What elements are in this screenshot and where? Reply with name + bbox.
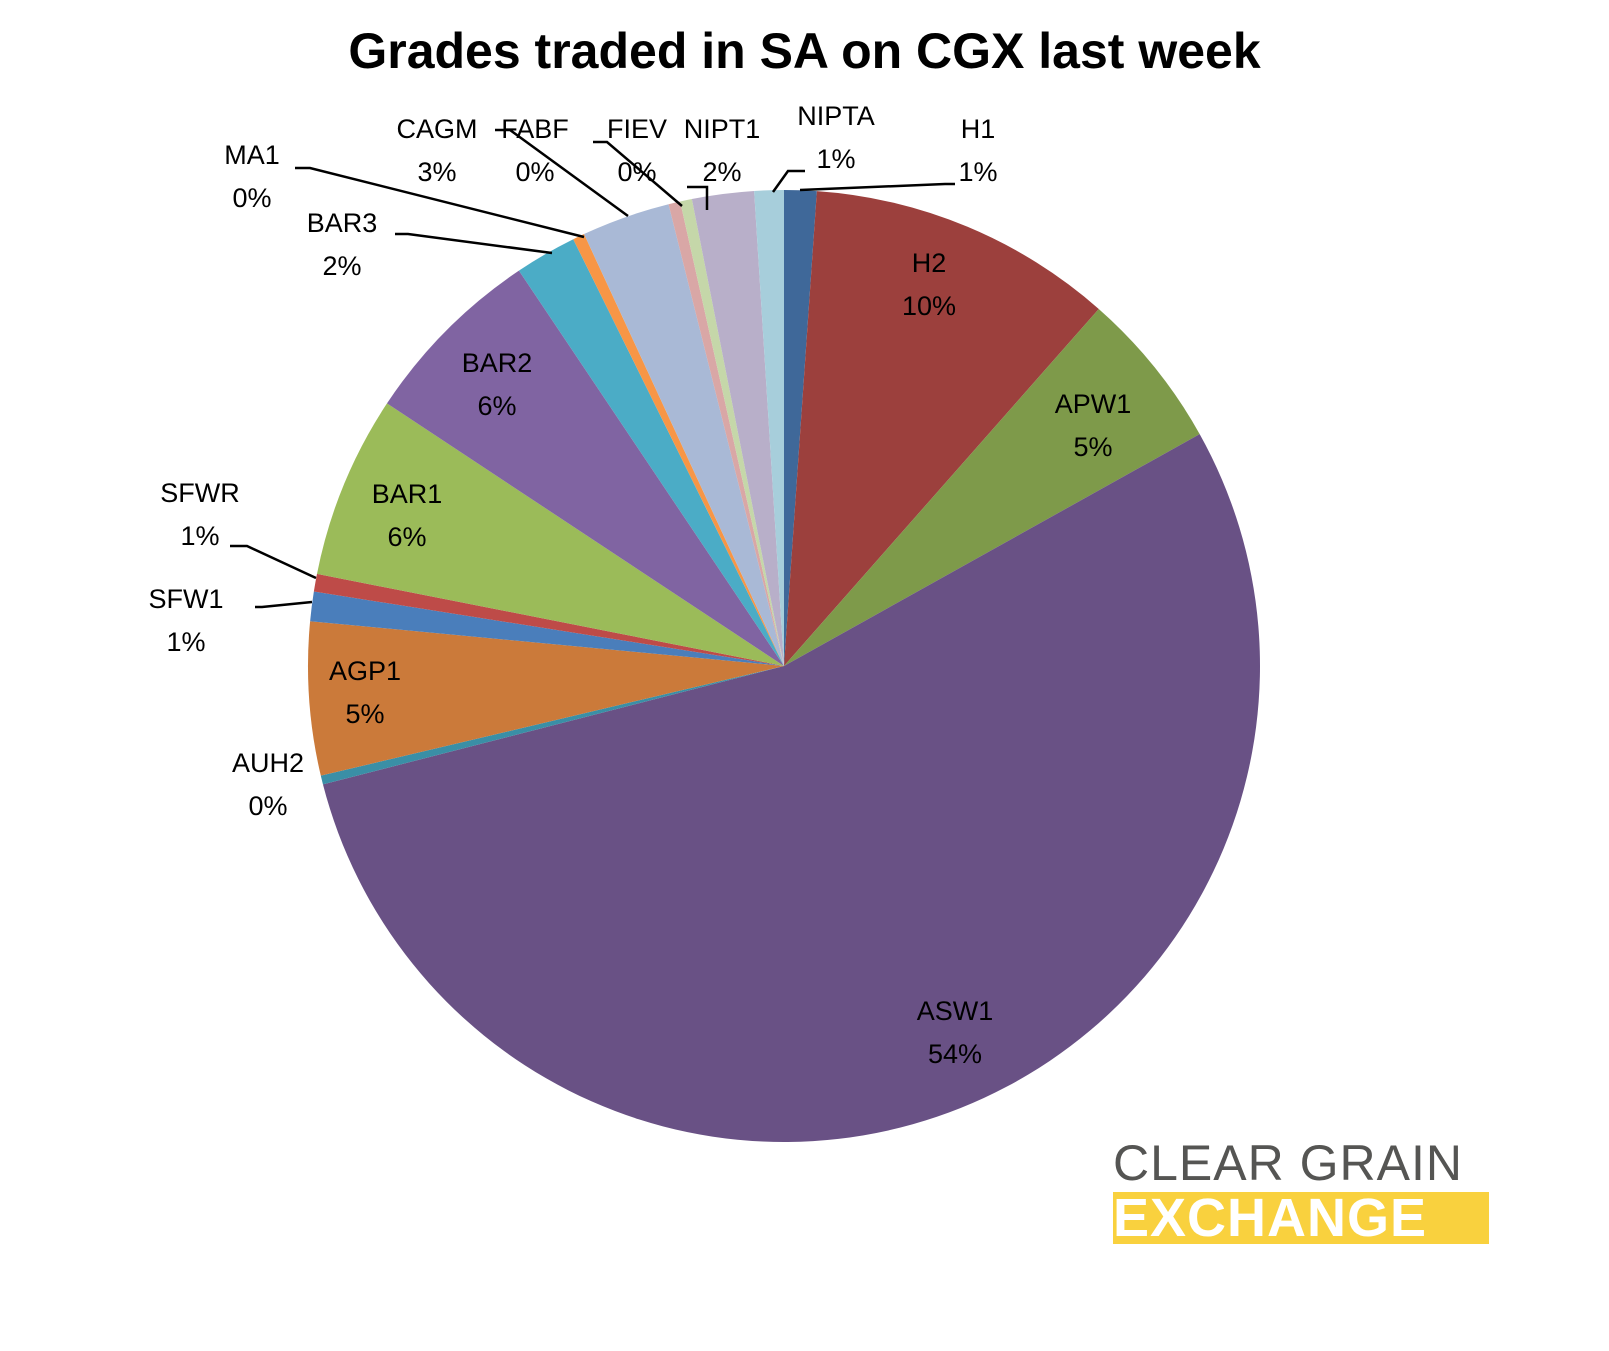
pie-slice-nipta bbox=[754, 190, 784, 666]
pie-slice-sfw1 bbox=[310, 591, 784, 666]
pie-slice-sfwr bbox=[313, 573, 784, 666]
pie-slice-agp1 bbox=[308, 621, 784, 776]
chart-title: Grades traded in SA on CGX last week bbox=[348, 23, 1261, 79]
data-label-name-nipt1: NIPT1 bbox=[684, 114, 761, 144]
data-label-name-sfwr: SFWR bbox=[160, 478, 239, 508]
leader-line-cagm bbox=[495, 128, 629, 218]
data-label-name-h2: H2 bbox=[912, 248, 947, 278]
data-label-percent-sfw1: 1% bbox=[166, 627, 205, 657]
pie-slice-bar3 bbox=[518, 239, 784, 667]
logo-line2: EXCHANGE bbox=[1113, 1192, 1489, 1244]
data-label-percent-bar1: 6% bbox=[387, 522, 426, 552]
data-label-name-auh2: AUH2 bbox=[232, 748, 304, 778]
data-label-percent-cagm: 3% bbox=[417, 157, 456, 187]
data-label-name-bar2: BAR2 bbox=[462, 348, 533, 378]
leader-line-h1 bbox=[799, 182, 955, 192]
data-label-percent-fiev: 0% bbox=[617, 157, 656, 187]
leader-line-fiev bbox=[687, 185, 709, 210]
data-label-name-asw1: ASW1 bbox=[917, 996, 994, 1026]
data-label-name-cagm: CAGM bbox=[397, 114, 478, 144]
data-label-percent-h2: 10% bbox=[902, 291, 956, 321]
data-label-percent-ma1: 0% bbox=[232, 183, 271, 213]
pie-slice-fiev bbox=[680, 199, 784, 666]
leader-line-fabf bbox=[593, 140, 683, 207]
clear-grain-exchange-logo: CLEAR GRAIN EXCHANGE bbox=[1113, 1138, 1489, 1244]
data-label-name-fiev: FIEV bbox=[607, 114, 667, 144]
pie-slice-bar2 bbox=[386, 270, 784, 666]
pie-slice-h1 bbox=[784, 190, 817, 666]
pie-slice-bar1 bbox=[317, 403, 784, 666]
data-label-percent-h1: 1% bbox=[958, 157, 997, 187]
pie-slice-ma1 bbox=[573, 234, 784, 666]
data-label-name-nipta: NIPTA bbox=[797, 101, 875, 131]
data-label-percent-bar3: 2% bbox=[322, 251, 361, 281]
data-label-name-sfw1: SFW1 bbox=[148, 584, 223, 614]
data-label-name-agp1: AGP1 bbox=[329, 656, 401, 686]
leader-line-sfwr bbox=[230, 544, 317, 580]
data-label-name-h1: H1 bbox=[961, 114, 996, 144]
data-label-percent-apw1: 5% bbox=[1073, 432, 1112, 462]
pie-slice-h2 bbox=[784, 191, 1099, 666]
pie-slice-fabf bbox=[668, 201, 784, 666]
data-label-name-bar3: BAR3 bbox=[307, 208, 378, 238]
leader-line-bar3 bbox=[395, 232, 553, 255]
pie-slice-cagm bbox=[584, 204, 784, 667]
data-label-percent-bar2: 6% bbox=[477, 391, 516, 421]
leader-line-sfw1 bbox=[255, 600, 313, 609]
data-label-percent-asw1: 54% bbox=[928, 1039, 982, 1069]
data-label-name-fabf: FABF bbox=[501, 114, 569, 144]
data-label-percent-auh2: 0% bbox=[248, 791, 287, 821]
logo-line1: CLEAR GRAIN bbox=[1113, 1135, 1463, 1191]
data-label-percent-sfwr: 1% bbox=[180, 521, 219, 551]
leader-line-nipta bbox=[771, 169, 805, 193]
pie-slice-auh2 bbox=[320, 666, 784, 785]
pie-slice-apw1 bbox=[784, 308, 1200, 666]
data-label-name-bar1: BAR1 bbox=[372, 479, 443, 509]
pie-slice-asw1 bbox=[322, 434, 1260, 1142]
data-label-percent-agp1: 5% bbox=[345, 699, 384, 729]
data-label-name-ma1: MA1 bbox=[224, 140, 280, 170]
leader-line-ma1 bbox=[295, 166, 585, 239]
data-label-percent-nipta: 1% bbox=[816, 144, 855, 174]
pie-slice-nipt1 bbox=[691, 190, 784, 666]
data-label-name-apw1: APW1 bbox=[1055, 389, 1132, 419]
data-label-percent-fabf: 0% bbox=[515, 157, 554, 187]
data-label-percent-nipt1: 2% bbox=[702, 157, 741, 187]
